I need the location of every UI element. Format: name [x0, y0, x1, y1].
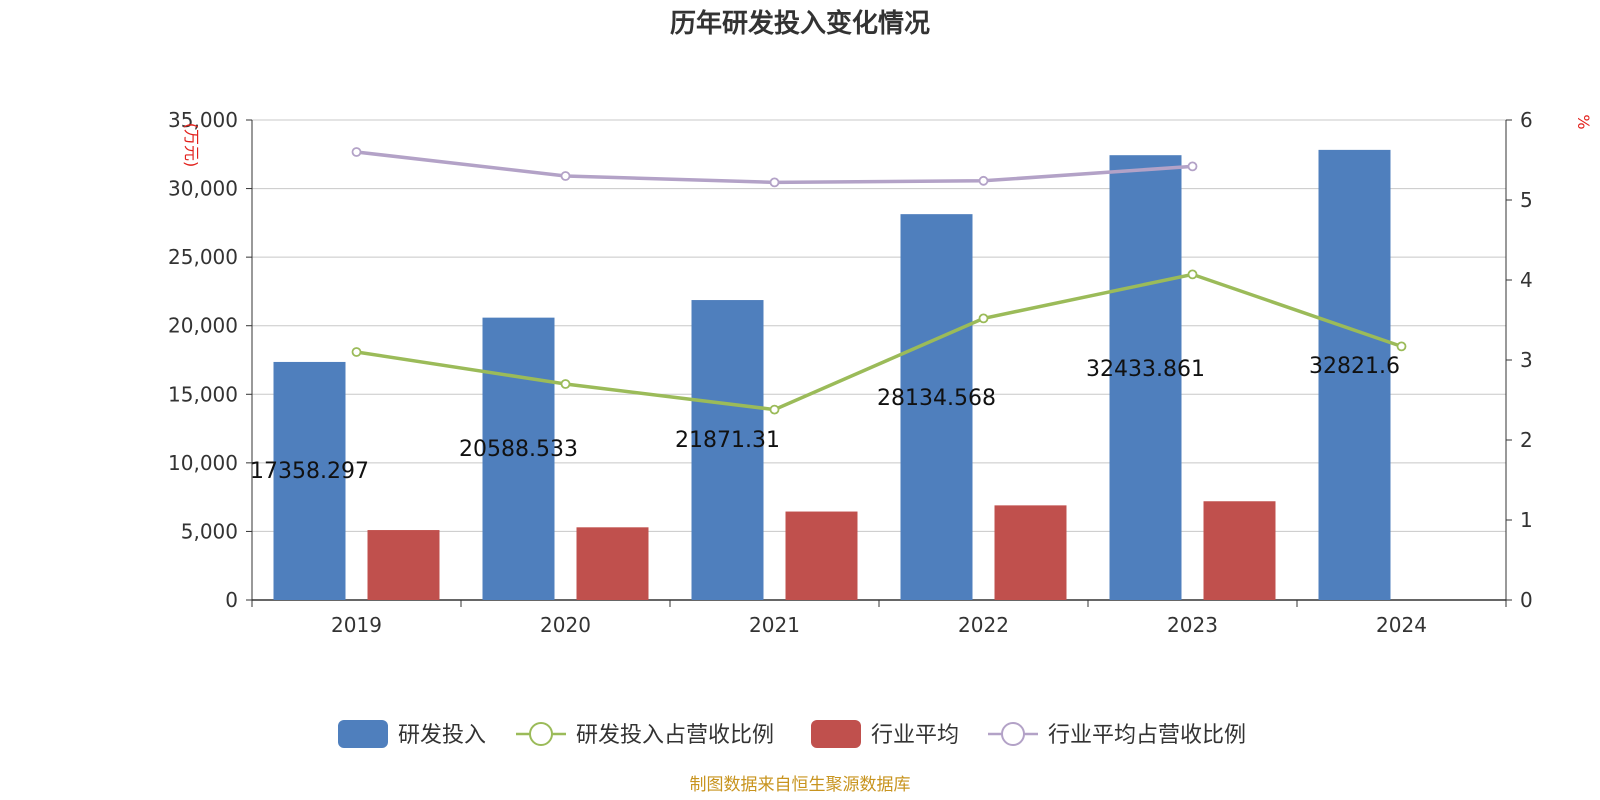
- left-tick-label: 25,000: [168, 245, 238, 269]
- right-tick-label: 1: [1520, 508, 1533, 532]
- point-研发投入占营收比例: [1396, 341, 1407, 352]
- x-tick-label: 2020: [540, 613, 591, 637]
- bar-研发投入: [1318, 149, 1391, 601]
- left-tick-label: 0: [225, 588, 238, 612]
- chart-title: 历年研发投入变化情况: [670, 8, 930, 39]
- bar-研发投入: [1109, 155, 1182, 601]
- right-tick-label: 0: [1520, 588, 1533, 612]
- left-tick-label: 10,000: [168, 451, 238, 475]
- right-tick-label: 3: [1520, 348, 1533, 372]
- line-研发投入占营收比例: [356, 272, 1403, 412]
- x-tick-label: 2022: [958, 613, 1009, 637]
- right-tick-label: 6: [1520, 108, 1533, 132]
- lines: [351, 147, 1407, 415]
- left-tick-label: 15,000: [168, 382, 238, 406]
- legend-marker-行业平均占营收比例: [1001, 722, 1025, 746]
- legend-label: 研发投入占营收比例: [576, 723, 774, 748]
- legend-marker-研发投入占营收比例: [529, 722, 553, 746]
- legend-label: 行业平均: [871, 723, 959, 748]
- point-行业平均占营收比例: [1187, 161, 1198, 172]
- bar-研发投入: [691, 300, 764, 600]
- bar-data-label: 32433.861: [1086, 357, 1205, 382]
- x-tick-label: 2019: [331, 613, 382, 637]
- bar-研发投入: [273, 361, 346, 600]
- left-tick-label: 5,000: [181, 519, 238, 543]
- legend-swatch-行业平均: [811, 720, 861, 748]
- x-tick-label: 2023: [1167, 613, 1218, 637]
- data-labels: 17358.297 20588.533 21871.31 28134.568 32433…: [250, 354, 1400, 484]
- legend-swatch-研发投入: [338, 720, 388, 748]
- bar-研发投入: [482, 317, 555, 600]
- source-note: 制图数据来自恒生聚源数据库: [690, 775, 911, 795]
- bar-data-label: 20588.533: [459, 437, 578, 462]
- point-行业平均占营收比例: [978, 175, 989, 186]
- bar-研发投入: [900, 214, 973, 601]
- point-研发投入占营收比例: [351, 347, 362, 357]
- point-行业平均占营收比例: [351, 147, 362, 157]
- axes: 0 5,000 10,000 15,000 20,000 25,000 30,000 35,0…: [168, 108, 1593, 637]
- left-axis-unit: (万元): [182, 123, 201, 168]
- right-tick-label: 2: [1520, 428, 1533, 452]
- bar-行业平均: [367, 530, 440, 600]
- bar-data-label: 28134.568: [877, 386, 996, 411]
- bar-行业平均: [1203, 501, 1276, 600]
- left-tick-label: 30,000: [168, 177, 238, 201]
- left-tick-label: 35,000: [168, 108, 238, 132]
- x-tick-label: 2024: [1376, 613, 1427, 637]
- bar-data-label: 21871.31: [675, 428, 780, 453]
- point-研发投入占营收比例: [1187, 269, 1198, 280]
- right-tick-label: 5: [1520, 188, 1533, 212]
- bar-行业平均: [994, 505, 1067, 600]
- legend: 研发投入 研发投入占营收比例 行业平均 行业平均占营收比例: [338, 720, 1246, 748]
- left-tick-label: 20,000: [168, 314, 238, 338]
- point-研发投入占营收比例: [560, 379, 571, 389]
- point-研发投入占营收比例: [978, 313, 989, 324]
- right-axis-unit: %: [1574, 114, 1593, 129]
- legend-label: 行业平均占营收比例: [1048, 723, 1246, 748]
- bar-行业平均: [785, 511, 858, 600]
- point-行业平均占营收比例: [769, 177, 780, 188]
- point-研发投入占营收比例: [769, 404, 780, 415]
- bars: [273, 149, 1391, 601]
- bar-data-label: 17358.297: [250, 459, 369, 484]
- x-tick-label: 2021: [749, 613, 800, 637]
- gridlines: [252, 119, 1506, 532]
- point-行业平均占营收比例: [560, 171, 571, 181]
- legend-label: 研发投入: [398, 723, 486, 748]
- right-tick-label: 4: [1520, 268, 1533, 292]
- bar-行业平均: [576, 527, 649, 600]
- bar-data-label: 32821.6: [1309, 354, 1400, 379]
